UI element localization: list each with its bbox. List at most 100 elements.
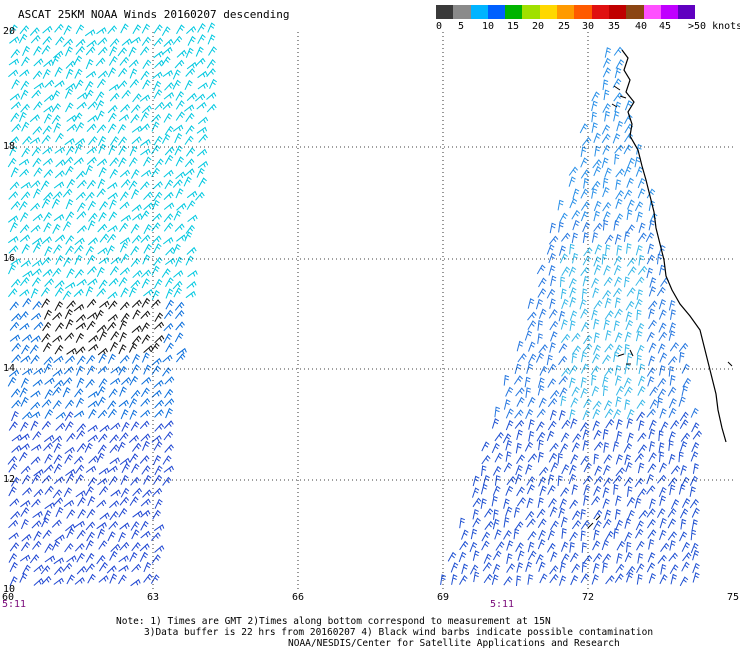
wind-barb — [20, 103, 30, 113]
wind-barb — [559, 562, 566, 573]
wind-barb — [10, 101, 21, 110]
wind-barb — [20, 500, 31, 508]
wind-barb — [9, 222, 18, 233]
wind-barb — [84, 442, 93, 453]
wind-barb — [43, 169, 54, 178]
wind-barb — [19, 212, 29, 222]
lat-label: 12 — [3, 474, 16, 485]
wind-barb — [119, 496, 129, 506]
wind-barb — [43, 191, 54, 201]
wind-barb — [53, 244, 63, 254]
wind-barb — [153, 379, 164, 388]
wind-barb — [30, 420, 39, 431]
wind-barb — [165, 277, 174, 288]
wind-barb — [129, 375, 139, 386]
wind-barb — [107, 123, 117, 134]
wind-barb — [130, 113, 140, 124]
wind-barb — [196, 167, 205, 178]
wind-barb — [196, 101, 207, 110]
wind-barb — [605, 329, 612, 341]
wind-barb — [139, 543, 150, 552]
wind-barb — [21, 147, 31, 158]
wind-barb — [505, 420, 514, 431]
wind-barb — [130, 36, 141, 44]
wind-barb — [10, 112, 20, 122]
wind-barb — [32, 300, 42, 310]
wind-barb — [130, 521, 140, 531]
wind-barb — [153, 135, 163, 146]
wind-barb — [614, 144, 624, 154]
wind-barb — [130, 104, 141, 114]
wind-barb — [119, 56, 129, 66]
wind-barb — [635, 330, 643, 342]
wind-barb — [76, 365, 84, 376]
legend-swatch — [557, 5, 575, 19]
wind-barb — [195, 191, 205, 201]
wind-barb — [30, 202, 41, 212]
wind-barb — [648, 419, 657, 430]
wind-barb — [8, 58, 20, 66]
wind-barb — [8, 69, 19, 78]
wind-barb — [154, 59, 165, 69]
wind-barb — [637, 177, 646, 189]
wind-barb — [43, 105, 54, 113]
wind-barb — [659, 264, 666, 276]
wind-barb — [97, 386, 106, 396]
wind-barb — [109, 92, 120, 102]
wind-barb — [53, 577, 64, 585]
wind-barb — [85, 563, 95, 573]
wind-barb — [65, 83, 76, 91]
wind-barb — [42, 125, 52, 135]
wind-barb — [31, 498, 41, 508]
wind-barb — [561, 367, 571, 377]
wind-barb — [580, 188, 589, 199]
wind-barb — [692, 572, 700, 583]
wind-barb — [41, 575, 52, 585]
wind-barb — [98, 433, 108, 443]
wind-barb — [658, 442, 665, 453]
wind-barb — [10, 258, 21, 266]
wind-barb — [568, 266, 577, 277]
wind-barb — [516, 454, 525, 464]
wind-barb — [42, 68, 51, 79]
wind-barb — [503, 529, 512, 540]
wind-barb — [638, 420, 645, 431]
wind-barb — [569, 542, 575, 553]
wind-barb — [43, 59, 54, 67]
wind-barb — [131, 541, 141, 552]
wind-barb — [495, 541, 505, 551]
wind-barb — [175, 321, 185, 331]
wind-barb — [43, 464, 54, 473]
wind-barb — [74, 520, 85, 528]
wind-barb — [74, 79, 84, 90]
wind-barb — [110, 136, 119, 146]
wind-barb — [109, 341, 119, 352]
wind-barb — [613, 528, 620, 539]
wind-barb — [98, 561, 108, 572]
wind-barb — [582, 429, 590, 440]
wind-barb — [33, 367, 44, 375]
wind-barb — [98, 378, 108, 388]
wind-barb — [538, 529, 546, 540]
wind-barb — [97, 135, 107, 147]
wind-barb — [626, 572, 634, 583]
wind-barb — [119, 457, 131, 465]
wind-barb — [538, 308, 547, 319]
wind-barb — [591, 374, 597, 386]
wind-barb — [33, 469, 44, 477]
wind-barb — [568, 473, 577, 485]
wind-barb — [87, 434, 98, 442]
wind-barb — [141, 352, 150, 363]
wind-barb — [43, 442, 53, 452]
wind-barb — [593, 344, 601, 355]
wind-barb — [108, 520, 119, 530]
wind-barb — [44, 453, 53, 464]
wind-barb — [107, 314, 118, 322]
wind-barb — [516, 575, 522, 586]
wind-barb — [73, 410, 85, 418]
wind-barb — [658, 309, 667, 320]
wind-barb — [548, 235, 559, 245]
wind-barb — [546, 430, 555, 441]
wind-barb — [140, 210, 150, 220]
wind-barb — [110, 543, 121, 552]
